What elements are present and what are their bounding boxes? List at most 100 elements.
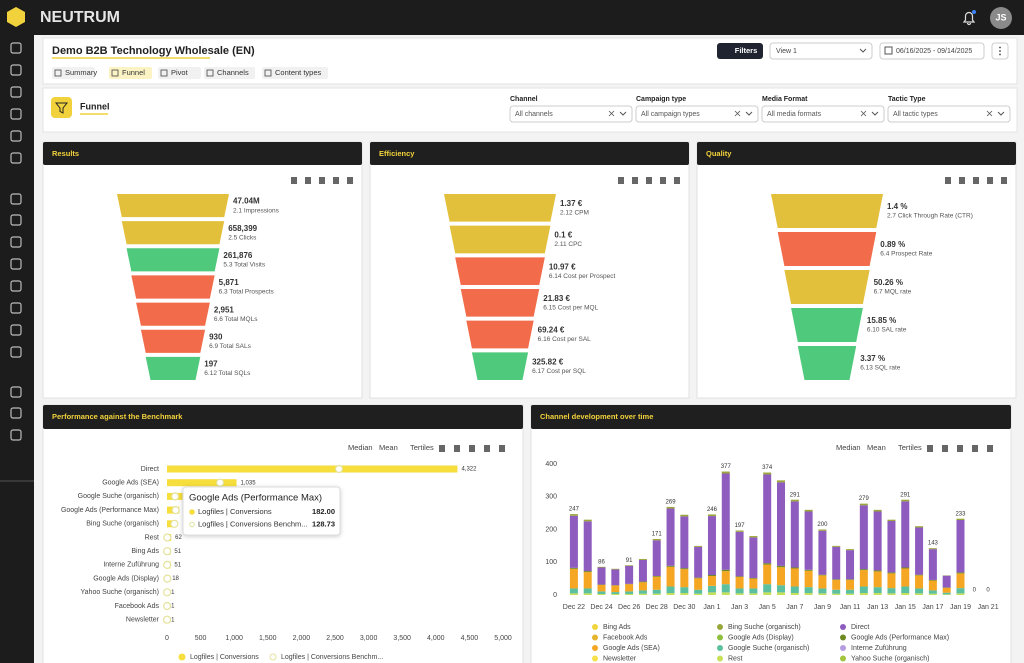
legend-label[interactable]: Bing Suche (organisch)	[728, 624, 801, 631]
legend-marker[interactable]	[840, 655, 846, 662]
sidebar-icon[interactable]	[10, 108, 22, 120]
legend-marker[interactable]	[592, 634, 598, 641]
sidebar-icon[interactable]	[10, 258, 22, 270]
avatar[interactable]	[990, 7, 1012, 29]
toolbar-option[interactable]: Tertiles	[898, 443, 922, 452]
tab[interactable]	[204, 67, 255, 79]
tab[interactable]	[262, 67, 328, 79]
sidebar-icon[interactable]	[10, 429, 22, 441]
toolbar-icon[interactable]	[1001, 177, 1007, 184]
toolbar-icon[interactable]	[484, 445, 490, 452]
clear-icon[interactable]	[860, 110, 867, 117]
legend-label[interactable]: Google Ads (Display)	[728, 634, 794, 641]
chevron[interactable]	[745, 111, 753, 116]
toolbar-icon[interactable]	[347, 177, 353, 184]
toolbar-icon[interactable]	[454, 445, 460, 452]
toolbar-icon[interactable]	[439, 445, 445, 452]
notifications[interactable]	[962, 11, 976, 26]
legend-marker[interactable]	[717, 645, 723, 651]
tab[interactable]	[158, 67, 201, 79]
toolbar-icon[interactable]	[957, 445, 963, 452]
toolbar-icon[interactable]	[674, 177, 680, 184]
toolbar-option[interactable]: Tertiles	[410, 443, 434, 452]
sidebar-icon[interactable]	[10, 324, 22, 336]
logo-icon[interactable]	[7, 7, 25, 27]
legend-marker[interactable]	[840, 634, 846, 641]
sidebar-icon[interactable]	[10, 64, 22, 76]
toolbar-icon[interactable]	[469, 445, 475, 452]
view-select[interactable]	[769, 42, 873, 60]
legend-marker[interactable]	[717, 624, 723, 630]
toolbar-icon[interactable]	[305, 177, 311, 184]
legend-marker[interactable]	[592, 624, 598, 630]
sidebar-icon[interactable]	[10, 152, 22, 164]
legend-label[interactable]: Google Ads (SEA)	[603, 645, 660, 652]
clear-icon[interactable]	[734, 110, 741, 117]
logo[interactable]: NEUTRUM	[40, 9, 120, 26]
clear-icon[interactable]	[608, 110, 615, 117]
sidebar-icon[interactable]	[10, 302, 22, 314]
chevron[interactable]	[619, 111, 627, 116]
date-picker[interactable]	[879, 42, 985, 60]
toolbar-icon[interactable]	[987, 445, 993, 452]
toolbar-option[interactable]: Mean	[379, 443, 398, 452]
toolbar-icon[interactable]	[987, 177, 993, 184]
chevron[interactable]	[997, 111, 1005, 116]
toolbar-icon[interactable]	[927, 445, 933, 452]
toolbar-icon[interactable]	[972, 445, 978, 452]
sidebar-icon[interactable]	[10, 386, 22, 398]
sidebar-icon[interactable]	[10, 42, 22, 54]
filters-button[interactable]	[717, 43, 763, 59]
toolbar-icon[interactable]	[333, 177, 339, 184]
sidebar-icon[interactable]	[10, 130, 22, 142]
legend-marker[interactable]	[717, 655, 723, 662]
legend-label[interactable]: Google Ads (Performance Max)	[851, 634, 949, 641]
filter-select[interactable]	[635, 105, 759, 123]
legend-label[interactable]: Google Suche (organisch)	[728, 645, 809, 652]
legend-label[interactable]: Logfiles | Conversions Benchm...	[281, 654, 383, 661]
legend-label[interactable]: Facebook Ads	[603, 634, 648, 641]
toolbar-icon[interactable]	[660, 177, 666, 184]
toolbar-option[interactable]: Median	[836, 443, 861, 452]
legend-marker[interactable]	[178, 653, 186, 661]
legend-label[interactable]: Yahoo Suche (organisch)	[851, 655, 929, 662]
filter-select[interactable]	[887, 105, 1011, 123]
legend-marker[interactable]	[269, 653, 277, 661]
filter-select[interactable]	[761, 105, 885, 123]
toolbar-icon[interactable]	[646, 177, 652, 184]
sidebar-icon[interactable]	[10, 346, 22, 358]
toolbar-icon[interactable]	[632, 177, 638, 184]
toolbar-icon[interactable]	[942, 445, 948, 452]
toolbar-icon[interactable]	[291, 177, 297, 184]
legend-label[interactable]: Rest	[728, 655, 742, 662]
chevron[interactable]	[871, 111, 879, 116]
toolbar-icon[interactable]	[973, 177, 979, 184]
legend-label[interactable]: Interne Zuführung	[851, 645, 907, 652]
tab[interactable]	[52, 67, 95, 79]
clear-icon[interactable]	[986, 110, 993, 117]
legend-marker[interactable]	[840, 645, 846, 651]
legend-label[interactable]: Newsletter	[603, 655, 637, 662]
legend-marker[interactable]	[840, 624, 846, 630]
legend-marker[interactable]	[592, 645, 598, 651]
toolbar-icon[interactable]	[959, 177, 965, 184]
toolbar-icon[interactable]	[499, 445, 505, 452]
legend-label[interactable]: Bing Ads	[603, 624, 631, 631]
filter-select[interactable]	[509, 105, 633, 123]
tab[interactable]	[109, 67, 152, 79]
legend-marker[interactable]	[592, 655, 598, 662]
toolbar-icon[interactable]	[618, 177, 624, 184]
toolbar-icon[interactable]	[945, 177, 951, 184]
toolbar-icon[interactable]	[319, 177, 325, 184]
sidebar-icon[interactable]	[10, 193, 22, 205]
legend-label[interactable]: Logfiles | Conversions	[190, 654, 259, 661]
toolbar-option[interactable]: Median	[348, 443, 373, 452]
legend-marker[interactable]	[717, 634, 723, 641]
sidebar-icon[interactable]	[10, 214, 22, 226]
sidebar-icon[interactable]	[10, 407, 22, 419]
toolbar-option[interactable]: Mean	[867, 443, 886, 452]
sidebar-icon[interactable]	[10, 86, 22, 98]
legend-label[interactable]: Direct	[851, 624, 869, 631]
sidebar-icon[interactable]	[10, 280, 22, 292]
sidebar-icon[interactable]	[10, 236, 22, 248]
